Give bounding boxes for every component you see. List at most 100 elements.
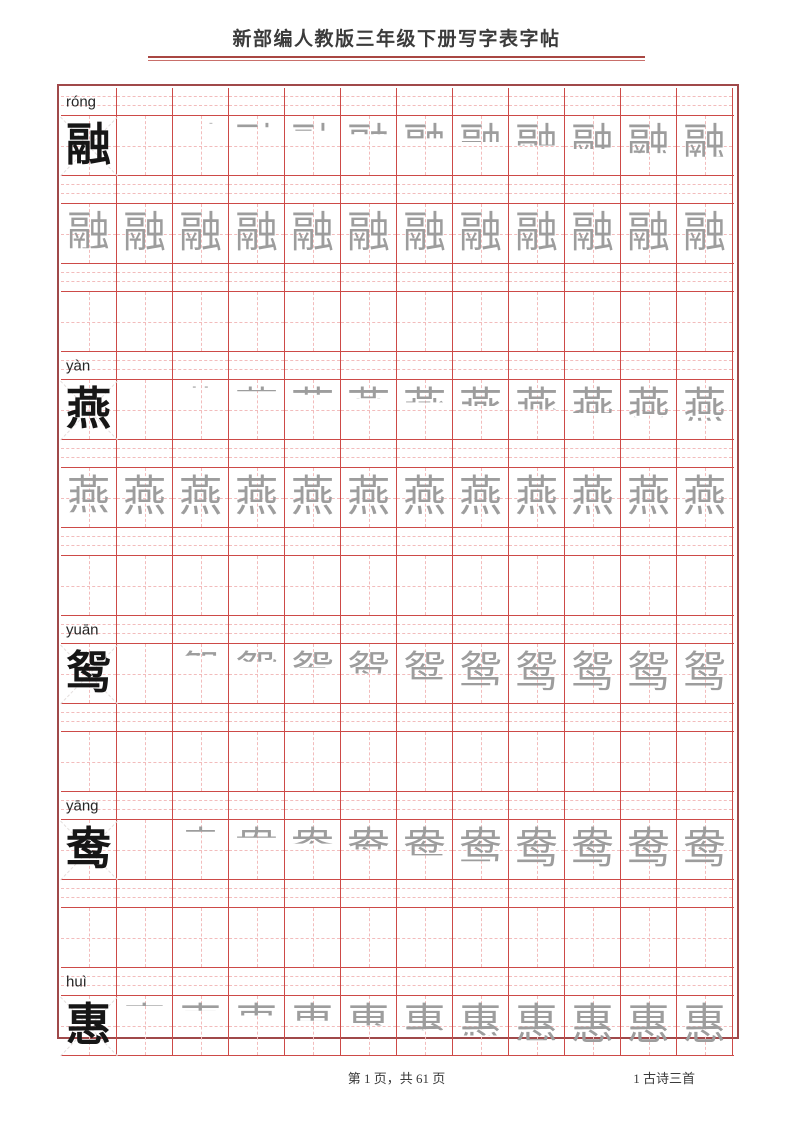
pinyin-cell bbox=[453, 176, 509, 203]
pinyin-cell bbox=[677, 264, 733, 291]
stroke-progress-glyph: 融 bbox=[571, 210, 614, 257]
stroke-progress-glyph: 燕 bbox=[459, 474, 502, 521]
pinyin-cell bbox=[397, 528, 453, 555]
practice-cell bbox=[621, 556, 677, 615]
pinyin-cell bbox=[397, 704, 453, 731]
character-row: 鸳鸳鸳鸳鸳鸳鸳鸳鸳鸳鸳鸳 bbox=[60, 644, 734, 704]
stroke-progress-cell: 融 bbox=[285, 116, 341, 175]
stroke-progress-cell: 惠 bbox=[341, 996, 397, 1055]
stroke-progress-cell: 鸯 bbox=[229, 820, 285, 879]
practice-cell bbox=[509, 292, 565, 351]
stroke-progress-glyph: 燕 bbox=[235, 386, 278, 433]
stroke-progress-glyph: 融 bbox=[403, 210, 446, 257]
stroke-progress-cell: 燕 bbox=[397, 380, 453, 439]
practice-cell bbox=[509, 556, 565, 615]
pinyin-cell bbox=[341, 440, 397, 467]
stroke-progress-glyph: 鸯 bbox=[235, 826, 278, 873]
pinyin-cell bbox=[565, 616, 621, 643]
stroke-progress-cell: 鸳 bbox=[341, 644, 397, 703]
practice-cell bbox=[453, 908, 509, 967]
practice-cell bbox=[397, 556, 453, 615]
stroke-progress-glyph: 鸯 bbox=[347, 826, 390, 873]
pinyin-cell bbox=[453, 880, 509, 907]
practice-cell bbox=[677, 908, 733, 967]
stroke-progress-glyph: 鸯 bbox=[515, 826, 558, 873]
practice-cell bbox=[677, 292, 733, 351]
stroke-progress-glyph: 融 bbox=[459, 210, 502, 257]
practice-cell bbox=[565, 556, 621, 615]
stroke-progress-cell: 鸳 bbox=[621, 644, 677, 703]
pinyin-cell bbox=[285, 528, 341, 555]
pinyin-cell bbox=[61, 176, 117, 203]
model-character: 燕 bbox=[65, 384, 111, 434]
pinyin-cell bbox=[285, 88, 341, 115]
pinyin-cell bbox=[565, 968, 621, 995]
pinyin-cell: huì bbox=[61, 968, 117, 995]
practice-cell bbox=[341, 908, 397, 967]
stroke-progress-glyph: 惠 bbox=[403, 1002, 446, 1049]
practice-cell bbox=[61, 556, 117, 615]
pinyin-cell bbox=[341, 352, 397, 379]
pinyin-cell bbox=[117, 264, 173, 291]
pinyin-cell bbox=[117, 968, 173, 995]
pinyin-cell bbox=[565, 704, 621, 731]
stroke-progress-cell: 融 bbox=[677, 116, 733, 175]
stroke-progress-glyph: 燕 bbox=[347, 386, 390, 433]
pinyin-cell bbox=[285, 440, 341, 467]
pinyin-cell bbox=[173, 792, 229, 819]
pinyin-cell bbox=[621, 968, 677, 995]
stroke-progress-glyph: 燕 bbox=[459, 386, 502, 433]
stroke-progress-glyph: 融 bbox=[683, 210, 726, 257]
pinyin-cell bbox=[677, 880, 733, 907]
pinyin-cell bbox=[453, 792, 509, 819]
pinyin-cell bbox=[621, 440, 677, 467]
stroke-progress-cell: 燕 bbox=[677, 380, 733, 439]
pinyin-cell bbox=[173, 176, 229, 203]
stroke-progress-glyph: 鸳 bbox=[627, 650, 670, 697]
page-title: 新部编人教版三年级下册写字表字帖 bbox=[232, 29, 561, 50]
pinyin-cell bbox=[677, 440, 733, 467]
pinyin-row bbox=[61, 440, 734, 468]
pinyin-label: yāng bbox=[66, 797, 99, 814]
stroke-progress-glyph: 融 bbox=[179, 122, 222, 169]
practice-cell bbox=[565, 908, 621, 967]
stroke-progress-glyph: 融 bbox=[235, 210, 278, 257]
pinyin-cell bbox=[565, 88, 621, 115]
pinyin-cell bbox=[285, 704, 341, 731]
stroke-progress-cell: 燕 bbox=[341, 468, 397, 527]
stroke-progress-cell: 融 bbox=[229, 204, 285, 263]
stroke-progress-glyph: 燕 bbox=[67, 474, 110, 521]
stroke-progress-glyph: 燕 bbox=[627, 386, 670, 433]
stroke-progress-glyph: 融 bbox=[291, 210, 334, 257]
stroke-progress-glyph: 惠 bbox=[683, 1002, 726, 1049]
stroke-progress-cell: 惠 bbox=[285, 996, 341, 1055]
model-character: 融 bbox=[65, 120, 111, 170]
stroke-progress-cell: 燕 bbox=[509, 380, 565, 439]
pinyin-cell bbox=[229, 440, 285, 467]
stroke-progress-glyph: 鸳 bbox=[179, 650, 222, 697]
pinyin-cell bbox=[397, 616, 453, 643]
stroke-progress-cell: 融 bbox=[509, 116, 565, 175]
pinyin-row bbox=[61, 704, 734, 732]
stroke-progress-cell: 鸯 bbox=[509, 820, 565, 879]
pinyin-cell bbox=[341, 264, 397, 291]
stroke-progress-cell: 燕 bbox=[173, 380, 229, 439]
practice-cell bbox=[397, 292, 453, 351]
pinyin-cell bbox=[229, 792, 285, 819]
stroke-progress-cell: 鸯 bbox=[285, 820, 341, 879]
model-character: 鸳 bbox=[65, 648, 111, 698]
pinyin-cell: yāng bbox=[61, 792, 117, 819]
pinyin-cell bbox=[341, 792, 397, 819]
stroke-progress-glyph: 鸯 bbox=[627, 826, 670, 873]
pinyin-cell bbox=[61, 440, 117, 467]
stroke-progress-cell: 融 bbox=[453, 204, 509, 263]
practice-cell bbox=[61, 292, 117, 351]
stroke-progress-cell: 燕 bbox=[117, 380, 173, 439]
pinyin-cell bbox=[173, 88, 229, 115]
page-number: 第 1 页，共 61 页 bbox=[347, 1071, 446, 1086]
stroke-progress-glyph: 鸳 bbox=[347, 650, 390, 697]
pinyin-cell bbox=[173, 704, 229, 731]
pinyin-cell bbox=[453, 264, 509, 291]
stroke-progress-cell: 融 bbox=[173, 204, 229, 263]
pinyin-cell bbox=[397, 968, 453, 995]
